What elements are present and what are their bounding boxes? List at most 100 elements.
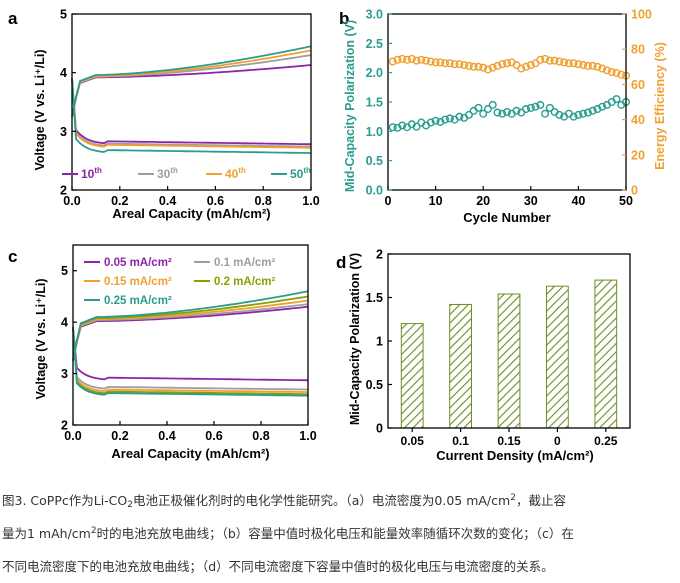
efficiency-point [536, 55, 545, 64]
charge-curve [72, 299, 309, 361]
efficiency-point [498, 60, 507, 69]
y-tick-label: 1.5 [366, 291, 383, 305]
efficiency-point [469, 62, 478, 71]
bar-0.05 [400, 323, 424, 429]
efficiency-point [455, 60, 464, 69]
y-tick-label: 2 [61, 419, 68, 433]
panel-label-a: a [8, 9, 18, 28]
y-axis-label-b: Mid-Capacity Polarization (V) [343, 20, 357, 192]
efficiency-point [393, 55, 402, 64]
efficiency-point [612, 68, 621, 77]
plot-frame-c [72, 244, 309, 426]
efficiency-point [483, 65, 492, 74]
polarization-point [579, 109, 588, 118]
legend-label: 30th [157, 166, 178, 181]
x-tick-label: 0.25 [594, 434, 618, 448]
polarization-point [503, 107, 512, 116]
y-tick-label: 1.0 [366, 125, 383, 139]
plot-frame-b [387, 13, 627, 191]
efficiency-point [493, 61, 502, 70]
legend-label: 10th [81, 166, 102, 181]
y-tick-label: 2 [376, 248, 383, 262]
y-tick-label: 3 [61, 367, 68, 381]
y-axis-label-c: Voltage (V vs. Li⁺/Li) [34, 279, 48, 400]
polarization-point [588, 106, 597, 115]
efficiency-point [522, 62, 531, 71]
x-tick-label: 0.2 [111, 429, 128, 443]
charge-curve-50th [71, 45, 312, 117]
polarization-point [474, 103, 483, 112]
polarization-point [483, 105, 492, 114]
polarization-point [488, 100, 497, 109]
charge-curve [72, 290, 309, 361]
y-tick-label: 5 [60, 8, 67, 22]
polarization-point [522, 105, 531, 114]
x-axis-label-d: Current Density (mA/cm²) [436, 448, 593, 463]
charge-curve [72, 303, 309, 361]
x-tick-label: 1.0 [302, 194, 319, 208]
y-tick-label: 1.5 [366, 96, 383, 110]
plot-frame-a [71, 13, 312, 191]
efficiency-point [450, 60, 459, 69]
efficiency-point [579, 61, 588, 70]
legend-label: 40th [225, 166, 246, 181]
polarization-point [531, 102, 540, 111]
polarization-point [493, 108, 502, 117]
y-tick-label-right: 40 [631, 113, 645, 127]
efficiency-point [503, 59, 512, 68]
polarization-point [555, 110, 564, 119]
efficiency-point [555, 57, 564, 66]
y-tick-label: 5 [61, 264, 68, 278]
efficiency-point [526, 61, 535, 70]
y-tick-label-right: 20 [631, 148, 645, 162]
charge-curve-10th [71, 64, 312, 117]
efficiency-point [583, 61, 592, 70]
efficiency-point [398, 54, 407, 63]
caption-line-1: 图3. CoPPc作为Li-CO2电池正极催化剂时的电化学性能研究。（a）电流密… [2, 493, 566, 510]
efficiency-point [426, 57, 435, 66]
x-tick-label: 10 [429, 194, 443, 208]
discharge-curve [72, 327, 309, 382]
x-tick-label: 0.4 [159, 194, 176, 208]
efficiency-point [617, 70, 626, 79]
efficiency-point [574, 60, 583, 69]
polarization-point [464, 110, 473, 119]
efficiency-point [593, 62, 602, 71]
polarization-point [498, 109, 507, 118]
charge-curve [72, 295, 309, 361]
legend-label: 0.05 mA/cm² [104, 257, 172, 269]
efficiency-point [488, 63, 497, 72]
discharge-curve-10th [71, 78, 311, 146]
x-tick-label: 0.8 [252, 429, 269, 443]
discharge-curve [72, 327, 308, 395]
polarization-point [431, 116, 440, 125]
y-tick-label-right: 100 [631, 8, 652, 22]
x-tick-label: 0.0 [64, 429, 81, 443]
figure-caption: 图3. CoPPc作为Li-CO2电池正极催化剂时的电化学性能研究。（a）电流密… [2, 484, 678, 583]
panel-label-c: c [8, 247, 17, 266]
efficiency-point [517, 64, 526, 73]
y-tick-label: 0.5 [366, 154, 383, 168]
x-axis-label-c: Areal Capacity (mAh/cm²) [111, 446, 269, 461]
x-tick-label: 0.8 [255, 194, 272, 208]
x-tick-label: 0.0 [63, 194, 80, 208]
caption-line-3: 不同电流密度下的电池充放电曲线；（d）不同电流密度下容量中值时的极化电压与电流密… [2, 559, 554, 574]
polarization-point [536, 100, 545, 109]
efficiency-point [541, 54, 550, 63]
panel-label-b: b [339, 9, 349, 28]
charge-curve-40th [71, 49, 312, 117]
polarization-point [574, 110, 583, 119]
x-tick-label: 0.1 [452, 434, 469, 448]
y-tick-label-right: 0 [631, 184, 638, 198]
efficiency-point [607, 68, 616, 77]
efficiency-point [422, 56, 431, 65]
x-tick-label: 0.6 [207, 194, 224, 208]
efficiency-point [602, 66, 611, 75]
x-tick-label: 40 [571, 194, 585, 208]
efficiency-point [474, 62, 483, 71]
efficiency-point [569, 59, 578, 68]
caption-line-2: 量为1 mAh/cm2时的电池充放电曲线；（b）容量中值时极化电压和能量效率随循… [2, 526, 574, 541]
y-tick-label: 2.0 [366, 66, 383, 80]
y-tick-label: 0 [376, 422, 383, 436]
x-tick-label: 50 [619, 194, 633, 208]
